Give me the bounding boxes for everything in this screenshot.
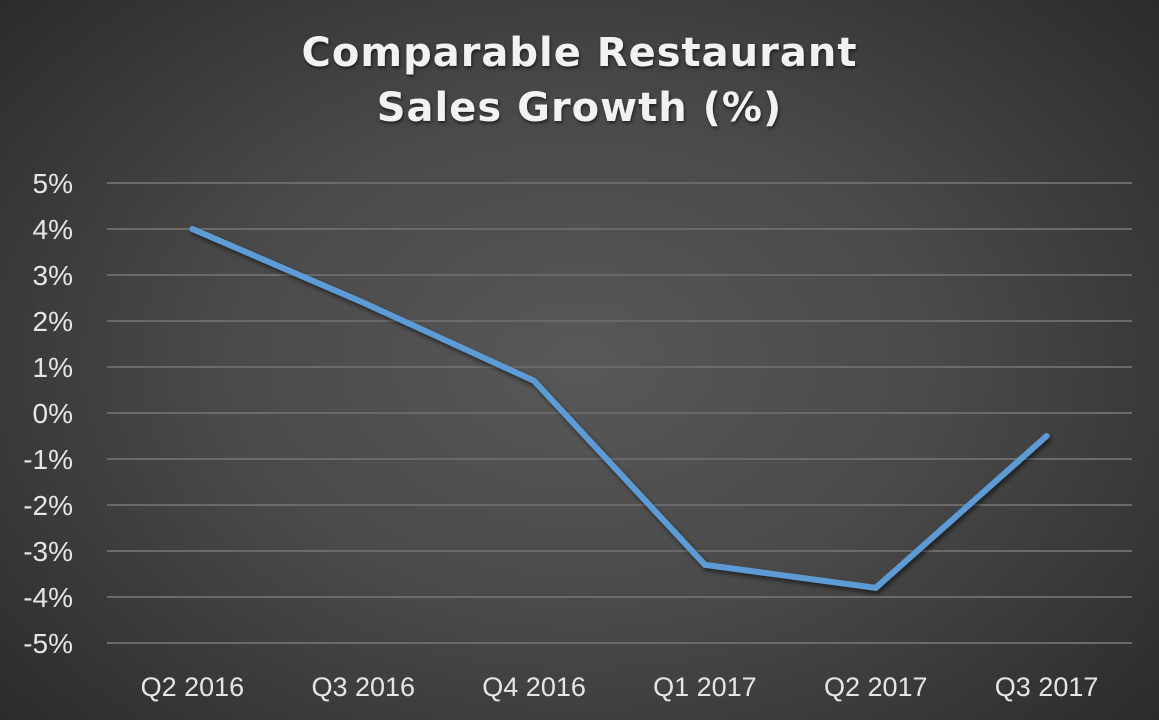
y-tick-label: 4% (33, 214, 73, 245)
y-axis: 5% 4% 3% 2% 1% 0% -1% -2% -3% -4% -5% (23, 168, 73, 659)
y-tick-label: -4% (23, 582, 73, 613)
x-axis: Q2 2016 Q3 2016 Q4 2016 Q1 2017 Q2 2017 Q3 20… (141, 672, 1099, 702)
y-tick-label: 1% (33, 352, 73, 383)
x-tick-label: Q2 2017 (824, 672, 928, 702)
chart-title-line-1: Comparable Restaurant (301, 30, 858, 76)
y-tick-label: 5% (33, 168, 73, 199)
gridlines (107, 182, 1132, 644)
data-series-line (189, 226, 1050, 591)
chart-title: Comparable Restaurant Sales Growth (%) (0, 26, 1159, 136)
y-tick-label: -5% (23, 628, 73, 659)
y-tick-label: 3% (33, 260, 73, 291)
y-tick-label: 2% (33, 306, 73, 337)
x-tick-label: Q3 2017 (995, 672, 1099, 702)
y-tick-label: -3% (23, 536, 73, 567)
x-tick-label: Q1 2017 (653, 672, 757, 702)
y-tick-label: 0% (33, 398, 73, 429)
y-tick-label: -2% (23, 490, 73, 521)
y-tick-label: -1% (23, 444, 73, 475)
chart-title-line-2: Sales Growth (%) (376, 85, 783, 131)
x-tick-label: Q4 2016 (482, 672, 586, 702)
x-tick-label: Q2 2016 (141, 672, 245, 702)
x-tick-label: Q3 2016 (311, 672, 415, 702)
